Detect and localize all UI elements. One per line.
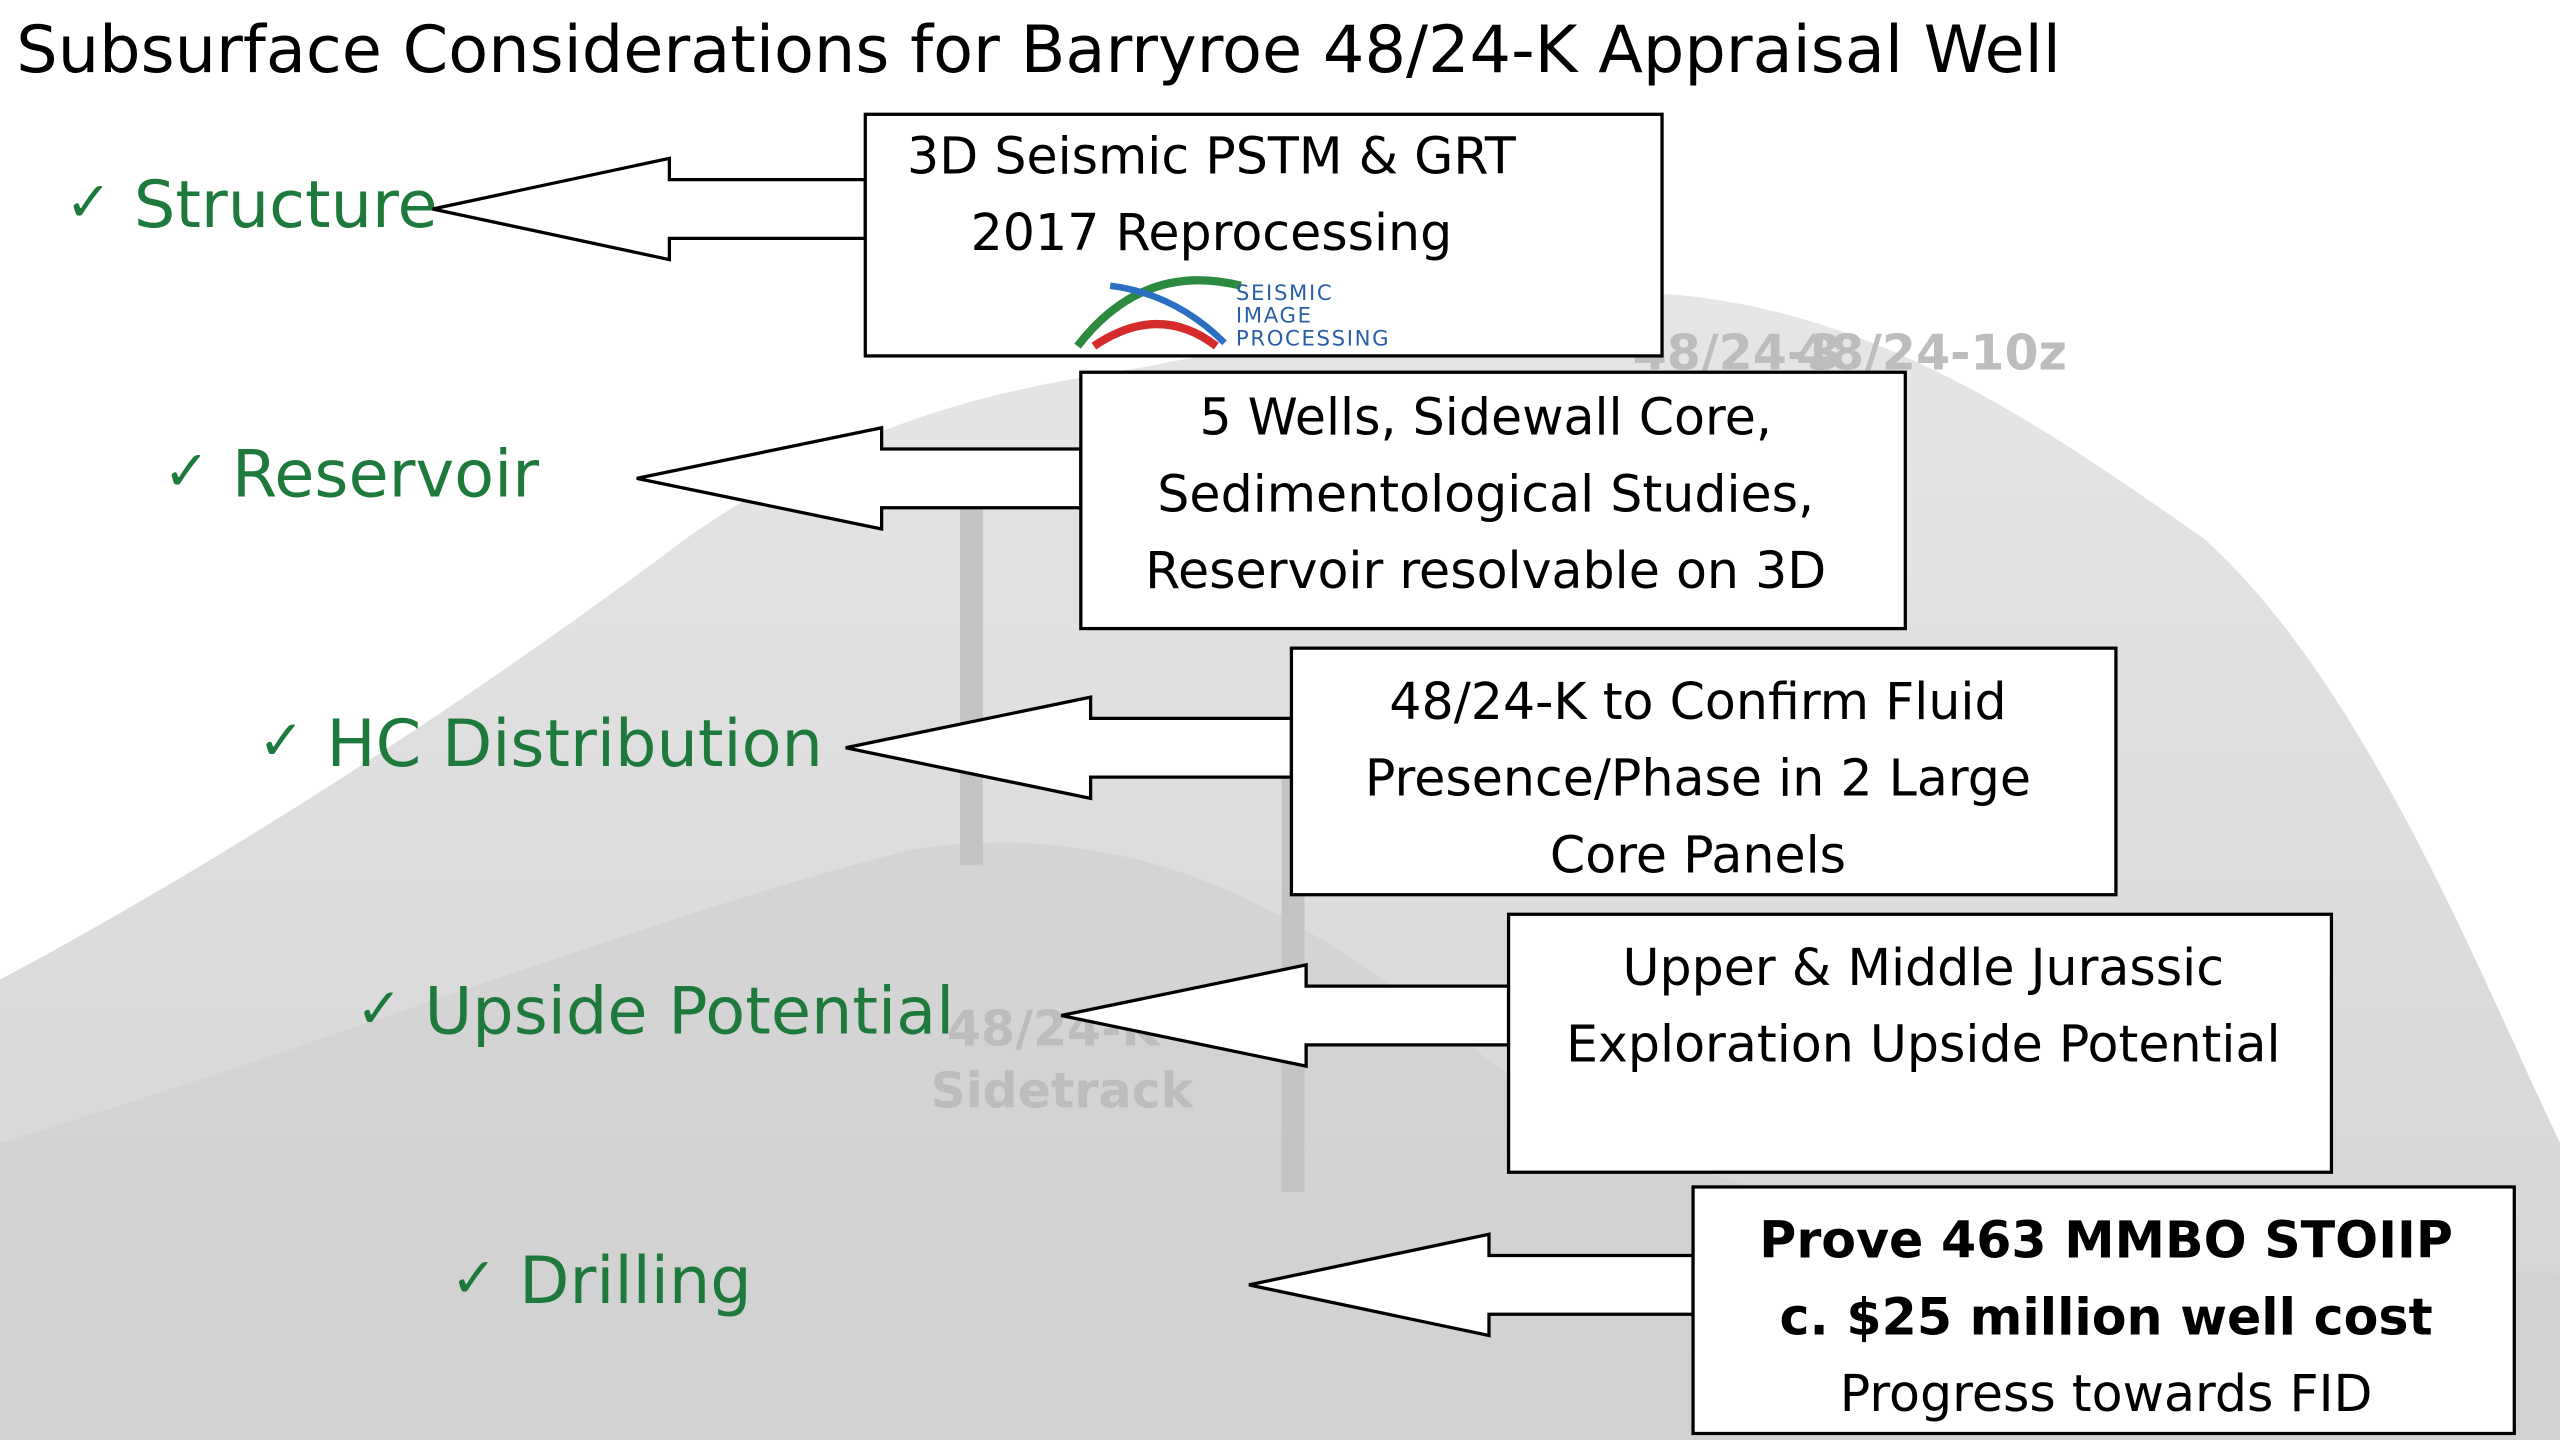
- item-label: Structure: [134, 167, 438, 243]
- arrow: [432, 156, 867, 262]
- callout-box: [863, 112, 1664, 358]
- logo-arc: [1091, 320, 1219, 350]
- check: ✓: [163, 439, 210, 504]
- box-line: Sedimentological Studies,: [1157, 464, 1814, 523]
- box-line: 3D Seismic PSTM & GRT: [907, 126, 1517, 185]
- box-line: Core Panels: [1550, 825, 1846, 884]
- item-label: Reservoir: [232, 436, 539, 512]
- box-line: Prove 463 MMBO STOIIP: [1759, 1211, 2453, 1270]
- check: ✓: [65, 170, 112, 235]
- box-line: Reservoir resolvable on 3D: [1145, 541, 1826, 600]
- logo-text: SEISMIC: [1236, 281, 1333, 306]
- check: ✓: [258, 709, 305, 774]
- logo-arc: [1109, 282, 1227, 346]
- callout-box: [1691, 1185, 2516, 1436]
- item-label: Drilling: [519, 1243, 752, 1319]
- box-line: Upper & Middle Jurassic: [1622, 938, 2224, 997]
- check: ✓: [451, 1246, 498, 1311]
- box-line: 5 Wells, Sidewall Core,: [1199, 388, 1771, 447]
- item-label: Upside Potential: [424, 974, 954, 1050]
- item-label: HC Distribution: [327, 706, 823, 782]
- box-line: 2017 Reprocessing: [971, 203, 1453, 262]
- logo-text: PROCESSING: [1236, 327, 1390, 352]
- box-line: Presence/Phase in 2 Large: [1365, 749, 2031, 808]
- box-line: Progress towards FID: [1840, 1364, 2373, 1423]
- box-line: 48/24-K to Confirm Fluid: [1389, 672, 2006, 731]
- callout-box: [1079, 370, 1907, 631]
- callout-box: [1289, 646, 2118, 897]
- callout-box: [1506, 912, 2334, 1174]
- logo-arc: [1074, 276, 1242, 349]
- logo-text: IMAGE: [1236, 304, 1313, 329]
- box-line: Exploration Upside Potential: [1566, 1015, 2281, 1074]
- title: Subsurface Considerations for Barryroe 4…: [16, 12, 2061, 88]
- check: ✓: [356, 976, 403, 1041]
- box-line: c. $25 million well cost: [1780, 1287, 2433, 1346]
- well-bore: [960, 489, 983, 866]
- background-label: Sidetrack: [931, 1062, 1195, 1119]
